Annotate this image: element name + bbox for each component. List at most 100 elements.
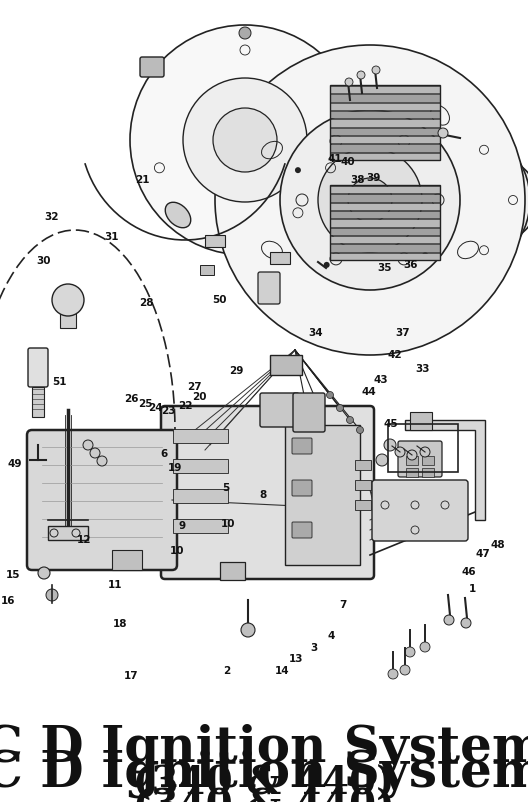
Bar (330, 86, 440, 93)
Bar (330, 219, 440, 227)
Bar (32, 387, 44, 417)
Bar (355, 500, 371, 510)
Bar (173, 429, 228, 443)
Text: 44: 44 (361, 387, 376, 397)
Bar (200, 265, 214, 275)
Bar (388, 424, 458, 472)
Bar (355, 460, 371, 470)
Text: 17: 17 (124, 671, 138, 681)
Bar (330, 144, 440, 152)
FancyBboxPatch shape (372, 480, 468, 541)
FancyBboxPatch shape (140, 57, 164, 77)
Bar (220, 562, 245, 580)
Circle shape (183, 78, 307, 202)
Circle shape (372, 66, 380, 74)
Bar (422, 468, 434, 477)
Circle shape (474, 178, 518, 222)
Circle shape (324, 262, 329, 268)
FancyBboxPatch shape (293, 393, 325, 432)
Text: 38: 38 (351, 175, 365, 184)
Bar (330, 228, 440, 235)
Circle shape (382, 120, 388, 127)
Text: 39: 39 (366, 172, 381, 183)
Bar (406, 468, 418, 477)
Text: 50: 50 (212, 294, 227, 305)
Bar (330, 85, 440, 160)
FancyBboxPatch shape (398, 441, 442, 477)
Text: 10: 10 (221, 519, 235, 529)
Bar (330, 136, 440, 144)
Bar (285, 425, 360, 565)
Text: 46: 46 (461, 566, 476, 577)
Text: 16: 16 (1, 596, 15, 606)
Bar (406, 456, 418, 465)
Circle shape (384, 439, 396, 451)
Circle shape (444, 615, 454, 625)
Circle shape (461, 618, 471, 628)
Text: 28: 28 (139, 298, 154, 308)
FancyBboxPatch shape (260, 393, 299, 427)
Text: 51: 51 (52, 377, 67, 387)
Circle shape (280, 110, 460, 290)
Circle shape (46, 589, 58, 601)
Circle shape (357, 71, 365, 79)
Text: 15: 15 (6, 570, 21, 580)
Circle shape (318, 148, 422, 252)
Circle shape (422, 252, 428, 258)
Text: 23: 23 (161, 407, 175, 416)
Bar (330, 203, 440, 210)
Circle shape (241, 623, 255, 637)
Text: 9: 9 (178, 521, 186, 531)
Circle shape (83, 440, 93, 450)
Circle shape (215, 45, 525, 355)
Text: 20: 20 (192, 392, 207, 403)
FancyBboxPatch shape (292, 480, 312, 496)
Polygon shape (500, 182, 528, 217)
Text: 25: 25 (138, 399, 153, 409)
Text: 27: 27 (187, 382, 202, 392)
Text: 4: 4 (328, 630, 335, 641)
Circle shape (435, 180, 475, 220)
Text: 18: 18 (113, 619, 128, 629)
Bar (330, 111, 440, 119)
Circle shape (410, 155, 500, 245)
Text: 3: 3 (310, 643, 318, 653)
Circle shape (38, 567, 50, 579)
Text: 7: 7 (340, 600, 347, 610)
Text: 8: 8 (259, 490, 267, 500)
Ellipse shape (165, 202, 191, 228)
Circle shape (420, 642, 430, 652)
Bar (173, 519, 228, 533)
FancyBboxPatch shape (27, 430, 177, 570)
Text: 22: 22 (178, 401, 193, 411)
Text: 19: 19 (168, 464, 183, 473)
Circle shape (305, 411, 312, 419)
Text: C D Ignition System: C D Ignition System (0, 748, 528, 797)
Bar (270, 355, 302, 375)
Text: 5: 5 (222, 483, 230, 493)
Circle shape (326, 391, 334, 399)
Bar (48, 526, 88, 540)
Bar (355, 480, 371, 490)
Text: 42: 42 (388, 350, 402, 360)
Circle shape (395, 447, 405, 457)
Circle shape (336, 404, 344, 411)
Text: 26: 26 (124, 394, 138, 403)
Text: 1: 1 (469, 584, 476, 594)
Circle shape (420, 447, 430, 457)
Text: 33: 33 (415, 364, 430, 375)
Bar (205, 235, 225, 247)
Bar (173, 489, 228, 503)
FancyBboxPatch shape (292, 522, 312, 538)
Text: 21: 21 (135, 175, 150, 184)
Text: 24: 24 (148, 403, 163, 413)
Circle shape (345, 78, 353, 86)
Circle shape (315, 402, 322, 408)
Text: 37: 37 (395, 328, 410, 338)
Text: 35: 35 (377, 263, 392, 273)
Bar (330, 128, 440, 135)
Circle shape (405, 647, 415, 657)
Text: 32: 32 (44, 213, 59, 222)
Text: 41: 41 (328, 154, 343, 164)
Text: C D Ignition System: C D Ignition System (0, 723, 528, 773)
